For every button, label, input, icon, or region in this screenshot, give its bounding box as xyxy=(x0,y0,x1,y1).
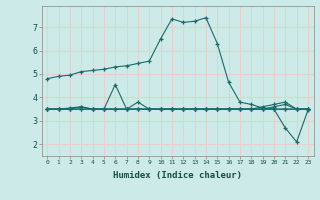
X-axis label: Humidex (Indice chaleur): Humidex (Indice chaleur) xyxy=(113,171,242,180)
